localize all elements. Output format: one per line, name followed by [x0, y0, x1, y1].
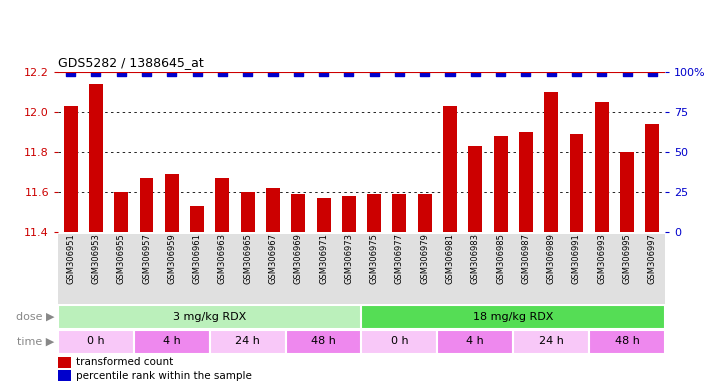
Bar [646, 124, 659, 232]
Bar [443, 106, 457, 232]
Text: dose ▶: dose ▶ [16, 311, 54, 321]
Text: 24 h: 24 h [235, 336, 260, 346]
Bar [418, 194, 432, 232]
Text: 48 h: 48 h [311, 336, 336, 346]
Bar [361, 329, 437, 354]
Text: percentile rank within the sample: percentile rank within the sample [76, 371, 252, 381]
Bar [58, 370, 71, 381]
Bar [215, 178, 230, 232]
Bar [286, 329, 361, 354]
Bar [595, 102, 609, 232]
Bar [469, 146, 482, 232]
Bar [165, 174, 178, 232]
Bar [241, 192, 255, 232]
Bar [544, 92, 558, 232]
Text: 24 h: 24 h [539, 336, 564, 346]
Text: 0 h: 0 h [87, 336, 105, 346]
Bar [570, 134, 584, 232]
Bar [292, 194, 305, 232]
Bar [437, 329, 513, 354]
Text: 18 mg/kg RDX: 18 mg/kg RDX [473, 311, 553, 321]
Bar [342, 196, 356, 232]
Text: 0 h: 0 h [390, 336, 408, 346]
Bar [266, 188, 280, 232]
Bar [64, 106, 77, 232]
Bar [361, 305, 665, 328]
Bar [58, 357, 71, 368]
Bar [139, 178, 154, 232]
Bar [589, 329, 665, 354]
Text: time ▶: time ▶ [17, 336, 54, 346]
Bar [519, 132, 533, 232]
Bar [392, 194, 407, 232]
Bar [89, 84, 103, 232]
Bar [367, 194, 381, 232]
Bar [58, 329, 134, 354]
Bar [58, 305, 361, 328]
Text: 4 h: 4 h [466, 336, 484, 346]
Text: 3 mg/kg RDX: 3 mg/kg RDX [173, 311, 247, 321]
Text: GDS5282 / 1388645_at: GDS5282 / 1388645_at [58, 56, 204, 70]
Text: transformed count: transformed count [76, 358, 173, 367]
Bar [316, 198, 331, 232]
Bar [513, 329, 589, 354]
Bar [114, 192, 128, 232]
Bar [210, 329, 286, 354]
Text: 4 h: 4 h [163, 336, 181, 346]
Bar [620, 152, 634, 232]
Bar [190, 206, 204, 232]
Text: 48 h: 48 h [614, 336, 639, 346]
Bar [134, 329, 210, 354]
Bar [493, 136, 508, 232]
